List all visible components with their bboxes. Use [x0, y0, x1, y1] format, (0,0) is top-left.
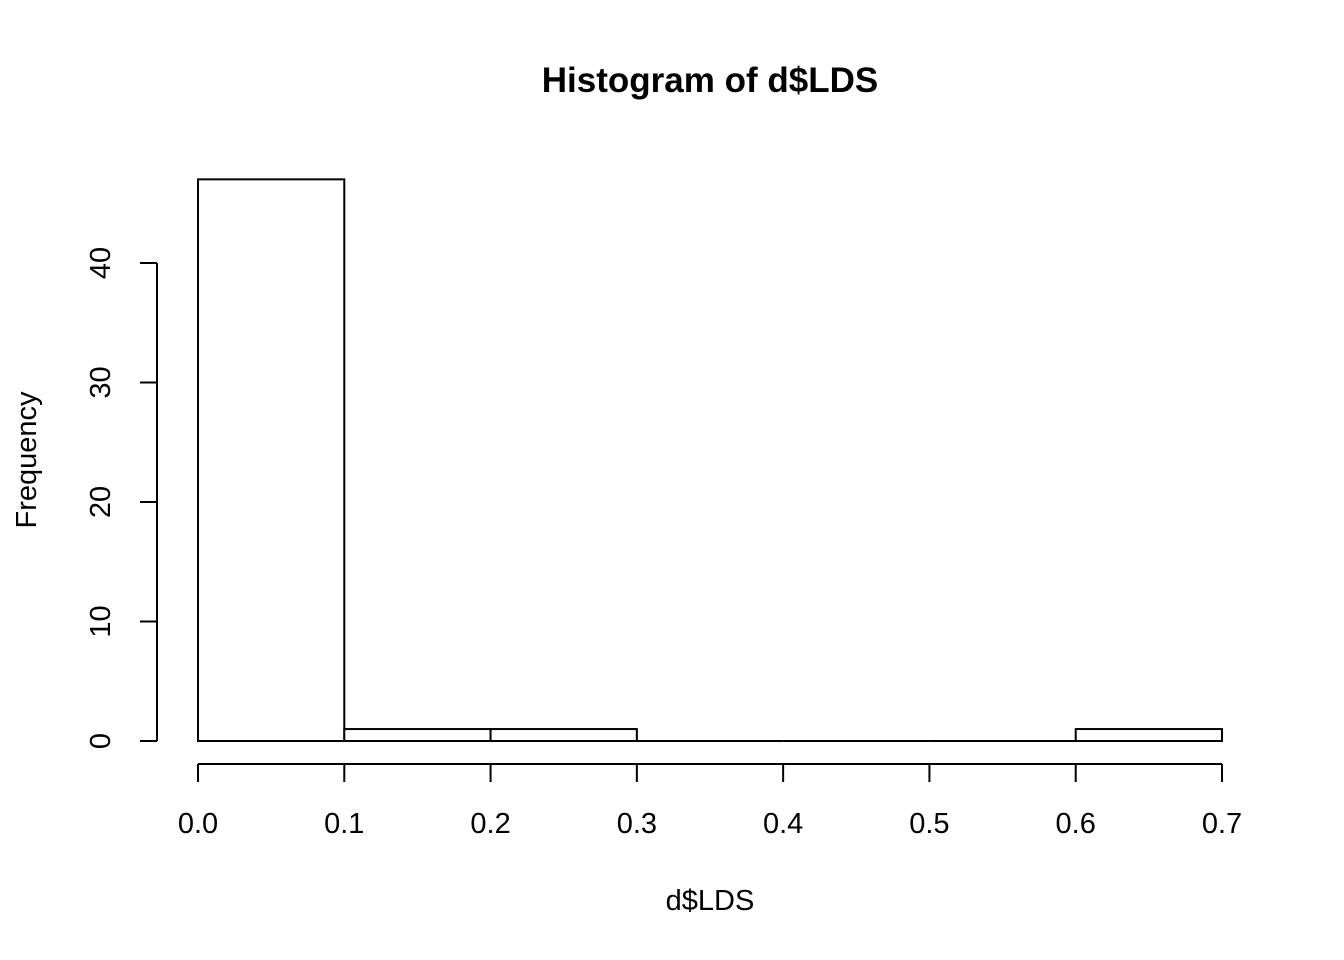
- chart-title: Histogram of d$LDS: [542, 61, 878, 100]
- y-axis: 0 10 20 30 40: [85, 247, 158, 749]
- x-tick-label: 0.6: [1056, 808, 1096, 840]
- x-tick-label: 0.7: [1202, 808, 1242, 840]
- y-tick-label: 40: [85, 247, 117, 279]
- x-tick-label: 0.1: [324, 808, 364, 840]
- x-tick-label: 0.0: [178, 808, 218, 840]
- y-tick-label: 0: [85, 733, 117, 749]
- x-tick-label: 0.3: [617, 808, 657, 840]
- histogram-bar: [1074, 728, 1223, 742]
- histogram-bar: [489, 728, 638, 742]
- y-tick-label: 20: [85, 486, 117, 518]
- x-axis: 0.0 0.1 0.2 0.3 0.4 0.5 0.6 0.7: [178, 763, 1242, 840]
- x-axis-label: d$LDS: [666, 885, 755, 917]
- x-tick-label: 0.4: [763, 808, 803, 840]
- x-tick-label: 0.5: [909, 808, 949, 840]
- x-tick-label: 0.2: [470, 808, 510, 840]
- bars-group: [197, 178, 1223, 743]
- y-tick-label: 10: [85, 605, 117, 637]
- histogram-bar: [197, 178, 346, 743]
- y-tick-label: 30: [85, 366, 117, 398]
- histogram-bar: [343, 728, 492, 742]
- y-axis-label: Frequency: [11, 391, 43, 529]
